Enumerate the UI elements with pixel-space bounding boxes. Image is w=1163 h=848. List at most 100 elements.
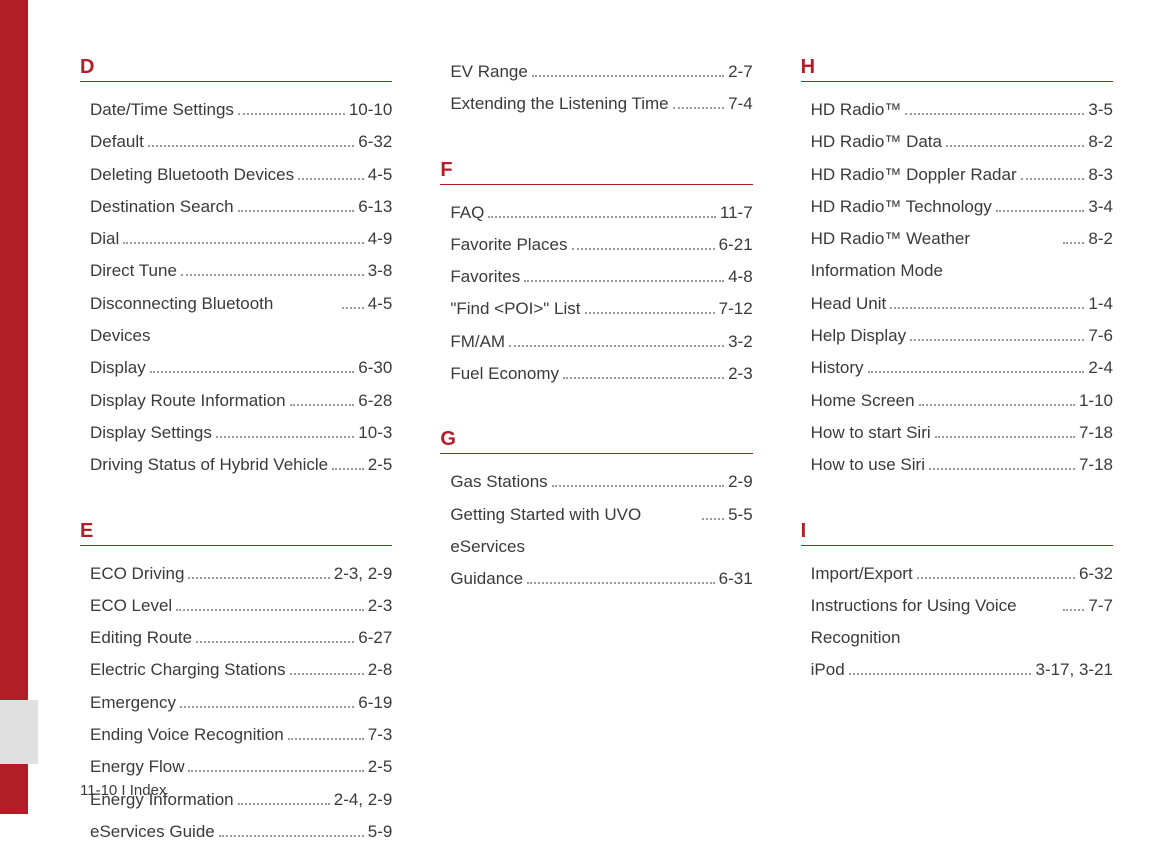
leader-dots: [342, 307, 364, 309]
index-entry-label: Head Unit: [811, 288, 887, 320]
index-entry: "Find <POI>" List7-12: [440, 293, 752, 325]
index-entry: ECO Driving2-3, 2-9: [80, 558, 392, 590]
index-entry-label: FAQ: [450, 197, 484, 229]
index-entry: How to start Siri7-18: [801, 417, 1113, 449]
index-entry: Emergency6-19: [80, 687, 392, 719]
index-entry-page: 2-3: [368, 590, 393, 622]
leader-dots: [290, 673, 364, 675]
index-entry: HD Radio™ Weather Information Mode 8-2: [801, 223, 1113, 288]
leader-dots: [176, 609, 364, 611]
index-entry-label: How to use Siri: [811, 449, 925, 481]
index-entry: Default6-32: [80, 126, 392, 158]
leader-dots: [996, 210, 1085, 212]
index-entry-page: 7-18: [1079, 417, 1113, 449]
section-header: F: [440, 159, 752, 182]
index-entry: Disconnecting Bluetooth Devices4-5: [80, 288, 392, 353]
index-entry-label: Favorites: [450, 261, 520, 293]
index-entry-label: HD Radio™ Doppler Radar: [811, 159, 1017, 191]
section-rule: [801, 545, 1113, 546]
leader-dots: [216, 436, 354, 438]
index-entry: Driving Status of Hybrid Vehicle 2-5: [80, 449, 392, 481]
index-entry: eServices Guide5-9: [80, 816, 392, 848]
index-entry-page: 1-4: [1088, 288, 1113, 320]
index-entry-label: Fuel Economy: [450, 358, 559, 390]
sidebar-tab: [0, 700, 38, 764]
leader-dots: [929, 468, 1075, 470]
index-entry: HD Radio™ Data8-2: [801, 126, 1113, 158]
leader-dots: [1063, 242, 1085, 244]
index-entry-label: ECO Level: [90, 590, 172, 622]
leader-dots: [532, 75, 724, 77]
index-entry-label: Help Display: [811, 320, 906, 352]
index-entry-page: 3-8: [368, 255, 393, 287]
index-entry-page: 3-5: [1088, 94, 1113, 126]
index-entry-page: 10-10: [349, 94, 392, 126]
leader-dots: [563, 377, 724, 379]
section-header: D: [80, 56, 392, 79]
index-entry: Favorites 4-8: [440, 261, 752, 293]
index-entry-label: iPod: [811, 654, 845, 686]
section-rule: [801, 81, 1113, 82]
index-entry: Destination Search6-13: [80, 191, 392, 223]
index-entry-label: FM/AM: [450, 326, 505, 358]
leader-dots: [332, 468, 364, 470]
index-entry: Help Display7-6: [801, 320, 1113, 352]
section-rule: [440, 453, 752, 454]
index-entry: Deleting Bluetooth Devices4-5: [80, 159, 392, 191]
index-column: EV Range2-7Extending the Listening Time7…: [440, 56, 752, 784]
index-entry: Extending the Listening Time7-4: [440, 88, 752, 120]
index-entry: Favorite Places6-21: [440, 229, 752, 261]
section-header: E: [80, 520, 392, 543]
index-entry-page: 2-8: [368, 654, 393, 686]
index-entry-page: 3-2: [728, 326, 753, 358]
sidebar-stripe: [0, 0, 28, 814]
index-entry-page: 7-3: [368, 719, 393, 751]
leader-dots: [219, 835, 364, 837]
index-entry-label: EV Range: [450, 56, 528, 88]
index-entry-label: Display Settings: [90, 417, 212, 449]
index-entry-page: 4-8: [728, 261, 753, 293]
leader-dots: [509, 345, 724, 347]
index-entry-label: Editing Route: [90, 622, 192, 654]
leader-dots: [238, 113, 345, 115]
index-entry: Getting Started with UVO eServices5-5: [440, 499, 752, 564]
leader-dots: [180, 706, 354, 708]
index-entry-label: Extending the Listening Time: [450, 88, 668, 120]
index-entry: Instructions for Using Voice Recognition…: [801, 590, 1113, 655]
leader-dots: [148, 145, 354, 147]
index-entry-label: Electric Charging Stations: [90, 654, 286, 686]
index-entry-page: 6-21: [719, 229, 753, 261]
index-entry-label: Date/Time Settings: [90, 94, 234, 126]
index-entry: HD Radio™ 3-5: [801, 94, 1113, 126]
index-entry: Direct Tune3-8: [80, 255, 392, 287]
index-entry-page: 4-5: [368, 159, 393, 191]
index-entry: Guidance 6-31: [440, 563, 752, 595]
index-entry-page: 2-9: [728, 466, 753, 498]
leader-dots: [238, 210, 355, 212]
index-entry-label: HD Radio™: [811, 94, 902, 126]
index-entry-label: Instructions for Using Voice Recognition: [811, 590, 1059, 655]
index-entry: HD Radio™ Technology3-4: [801, 191, 1113, 223]
index-entry: FM/AM 3-2: [440, 326, 752, 358]
index-entry-label: ECO Driving: [90, 558, 184, 590]
index-entry-page: 8-2: [1088, 223, 1113, 255]
leader-dots: [905, 113, 1084, 115]
leader-dots: [702, 518, 724, 520]
index-entry: Display Settings10-3: [80, 417, 392, 449]
index-entry-page: 2-5: [368, 449, 393, 481]
leader-dots: [123, 242, 363, 244]
index-entry: How to use Siri7-18: [801, 449, 1113, 481]
index-entry-page: 6-31: [719, 563, 753, 595]
index-entry-label: eServices Guide: [90, 816, 215, 848]
index-entry-label: Energy Flow: [90, 751, 184, 783]
leader-dots: [150, 371, 355, 373]
index-entry: Gas Stations2-9: [440, 466, 752, 498]
index-entry-page: 8-3: [1088, 159, 1113, 191]
leader-dots: [288, 738, 364, 740]
leader-dots: [917, 577, 1075, 579]
index-entry-label: HD Radio™ Weather Information Mode: [811, 223, 1059, 288]
index-entry-label: Guidance: [450, 563, 523, 595]
leader-dots: [488, 216, 716, 218]
index-entry-label: Driving Status of Hybrid Vehicle: [90, 449, 328, 481]
index-entry-page: 8-2: [1088, 126, 1113, 158]
